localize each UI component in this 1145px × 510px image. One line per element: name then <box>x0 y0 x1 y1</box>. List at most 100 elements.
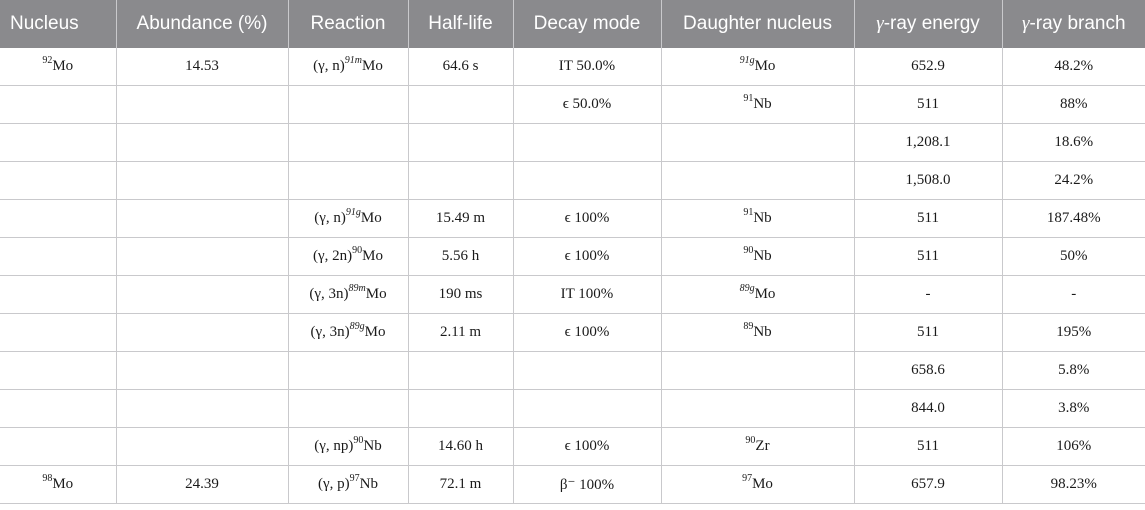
gamma-energy-value: 511 <box>917 210 939 226</box>
cell-gamma-branch: 98.23% <box>1002 465 1145 504</box>
gamma-branch-value: 50% <box>1060 248 1088 264</box>
isotope-superscript: 90 <box>352 245 363 256</box>
decay-mode-value: ϵ 50.0% <box>562 96 612 112</box>
cell-gamma-energy: 844.0 <box>854 389 1003 428</box>
decay-mode-value: IT 100% <box>560 286 614 302</box>
isotope-superscript: 91 <box>743 93 754 104</box>
cell-half-life <box>408 351 514 390</box>
daughter-symbol: Zr <box>755 438 770 454</box>
table-row: 658.6 5.8% <box>0 351 1145 390</box>
cell-decay-mode: IT 100% <box>513 275 662 314</box>
cell-reaction: (γ, n)91mMo <box>288 48 409 86</box>
cell-reaction: (γ, p)97Nb <box>288 465 409 504</box>
half-life-value: 15.49 m <box>435 210 486 226</box>
table-row: 98Mo 24.39 (γ, p)97Nb 72.1 m β⁻ 100% 97Mo 657.… <box>0 465 1145 504</box>
cell-half-life: 14.60 h <box>408 427 514 466</box>
cell-nucleus <box>0 313 117 352</box>
cell-nucleus <box>0 389 117 428</box>
gamma-branch-value: 106% <box>1056 438 1092 454</box>
cell-reaction <box>288 389 409 428</box>
cell-nucleus <box>0 237 117 276</box>
gamma-energy-value: 652.9 <box>911 58 945 74</box>
cell-decay-mode <box>513 389 662 428</box>
reaction-channel: (γ, n) <box>314 210 346 226</box>
gamma-branch-value: 98.23% <box>1050 476 1097 492</box>
cell-decay-mode <box>513 351 662 390</box>
gamma-energy-value: 511 <box>917 248 939 264</box>
gamma-branch-value: 5.8% <box>1058 362 1090 378</box>
decay-mode-value: β⁻ 100% <box>559 477 615 493</box>
cell-reaction <box>288 161 409 200</box>
half-life-value: 5.56 h <box>441 248 480 264</box>
cell-gamma-branch: 5.8% <box>1002 351 1145 390</box>
cell-daughter <box>661 161 855 200</box>
cell-daughter: 91Nb <box>661 199 855 238</box>
isotope-superscript: 89g <box>349 321 365 332</box>
cell-gamma-branch: 50% <box>1002 237 1145 276</box>
half-life-value: 14.60 h <box>438 438 483 454</box>
gamma-branch-value: 48.2% <box>1054 58 1094 74</box>
cell-decay-mode: β⁻ 100% <box>513 465 662 504</box>
cell-abundance <box>116 199 289 238</box>
cell-nucleus <box>0 123 117 162</box>
cell-half-life: 72.1 m <box>408 465 514 504</box>
cell-gamma-energy: 1,508.0 <box>854 161 1003 200</box>
decay-mode-value: IT 50.0% <box>558 58 616 74</box>
cell-reaction <box>288 85 409 124</box>
cell-nucleus <box>0 85 117 124</box>
cell-gamma-energy: 511 <box>854 427 1003 466</box>
daughter-symbol: Nb <box>753 96 772 112</box>
cell-abundance <box>116 313 289 352</box>
cell-daughter: 89Nb <box>661 313 855 352</box>
cell-gamma-energy: 511 <box>854 237 1003 276</box>
isotope-superscript: 90 <box>745 435 756 446</box>
isotope-superscript: 89g <box>739 283 755 294</box>
header-decay-mode: Decay mode <box>513 0 662 48</box>
cell-abundance <box>116 351 289 390</box>
gamma-branch-value: 24.2% <box>1054 172 1094 188</box>
isotope-superscript: 92 <box>42 55 53 66</box>
cell-reaction <box>288 123 409 162</box>
gamma-energy-value: 658.6 <box>911 362 945 378</box>
table-row: 1,208.1 18.6% <box>0 123 1145 162</box>
table-row: (γ, 3n)89gMo 2.11 m ϵ 100% 89Nb 511 195% <box>0 313 1145 352</box>
gamma-branch-value: 187.48% <box>1046 210 1101 226</box>
header-reaction: Reaction <box>288 0 409 48</box>
cell-gamma-branch: 3.8% <box>1002 389 1145 428</box>
daughter-symbol: Nb <box>753 210 772 226</box>
cell-half-life: 15.49 m <box>408 199 514 238</box>
table-row: (γ, 3n)89mMo 190 ms IT 100% 89gMo - - <box>0 275 1145 314</box>
cell-abundance: 24.39 <box>116 465 289 504</box>
cell-nucleus <box>0 161 117 200</box>
cell-daughter: 90Zr <box>661 427 855 466</box>
cell-gamma-energy: 1,208.1 <box>854 123 1003 162</box>
cell-abundance: 14.53 <box>116 48 289 86</box>
cell-decay-mode: ϵ 100% <box>513 313 662 352</box>
cell-half-life <box>408 85 514 124</box>
abundance-value: 24.39 <box>185 476 219 492</box>
half-life-value: 72.1 m <box>439 476 482 492</box>
table-row: 92Mo 14.53 (γ, n)91mMo 64.6 s IT 50.0% 91gMo 6… <box>0 48 1145 86</box>
gamma-energy-value: 844.0 <box>911 400 945 416</box>
gamma-energy-value: 657.9 <box>911 476 945 492</box>
reaction-channel: (γ, 2n) <box>313 248 353 264</box>
half-life-value: 190 ms <box>438 286 483 302</box>
cell-gamma-branch: 187.48% <box>1002 199 1145 238</box>
cell-half-life: 2.11 m <box>408 313 514 352</box>
daughter-symbol: Mo <box>754 286 776 302</box>
cell-abundance <box>116 123 289 162</box>
cell-daughter: 97Mo <box>661 465 855 504</box>
gamma-energy-value: 1,208.1 <box>905 134 951 150</box>
cell-gamma-energy: 511 <box>854 199 1003 238</box>
reaction-product: Nb <box>363 438 382 454</box>
header-row: Nucleus Abundance (%) Reaction Half-life… <box>0 0 1145 48</box>
cell-gamma-branch: 24.2% <box>1002 161 1145 200</box>
gamma-energy-value: 1,508.0 <box>905 172 951 188</box>
half-life-value: 2.11 m <box>439 324 482 340</box>
isotope-superscript: 91g <box>345 207 361 218</box>
cell-gamma-energy: - <box>854 275 1003 314</box>
isotope-superscript: 97 <box>349 473 360 484</box>
cell-half-life <box>408 161 514 200</box>
